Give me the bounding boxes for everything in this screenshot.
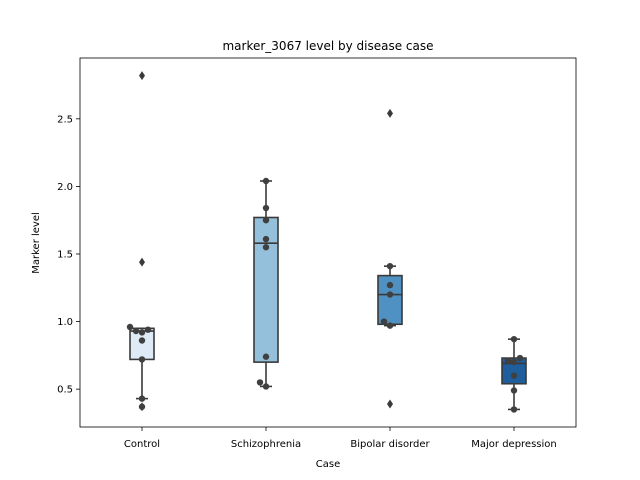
x-tick-label: Schizophrenia [231,439,301,450]
data-point [262,353,270,360]
data-point [262,204,270,212]
data-point [510,372,518,379]
data-point [138,329,146,336]
data-point [262,177,270,185]
data-point [386,291,394,298]
data-point [262,216,270,224]
outlier-marker [139,257,145,267]
y-tick-label: 0.5 [57,385,73,396]
plot-area: 0.5 1.0 1.5 2.0 2.5 Control Schizophrenia Bipol… [57,57,577,450]
data-point [138,403,146,410]
outlier-marker [387,399,393,409]
y-tick-label: 2.0 [57,182,73,193]
plot-frame [79,57,577,428]
x-tick-label: Control [124,439,160,450]
x-axis-label: Case [316,459,340,470]
data-point [510,335,518,343]
data-point [386,281,394,289]
chart-title: marker_3067 level by disease case [222,39,433,53]
data-point [138,356,146,363]
data-point [386,322,394,329]
y-axis-label: Marker level [31,212,42,274]
data-point [138,337,146,344]
data-point [386,262,394,270]
data-point [510,406,518,413]
data-point [510,387,518,394]
data-point [262,383,270,390]
y-tick-label: 1.5 [57,249,73,260]
data-point [126,323,134,331]
data-point [262,244,270,251]
data-point [510,358,518,366]
data-point [516,354,524,362]
data-point [256,379,264,386]
y-tick-label: 1.0 [57,317,73,328]
outlier-marker [387,108,393,118]
data-point [132,327,140,335]
x-tick-label: Major depression [471,439,557,450]
data-point [138,395,146,402]
data-point [144,326,152,333]
y-tick-label: 2.5 [57,114,73,125]
x-tick-label: Bipolar disorder [350,439,430,450]
outlier-marker [139,71,145,81]
data-point [262,235,270,243]
data-point [380,318,388,325]
data-point [504,357,512,364]
